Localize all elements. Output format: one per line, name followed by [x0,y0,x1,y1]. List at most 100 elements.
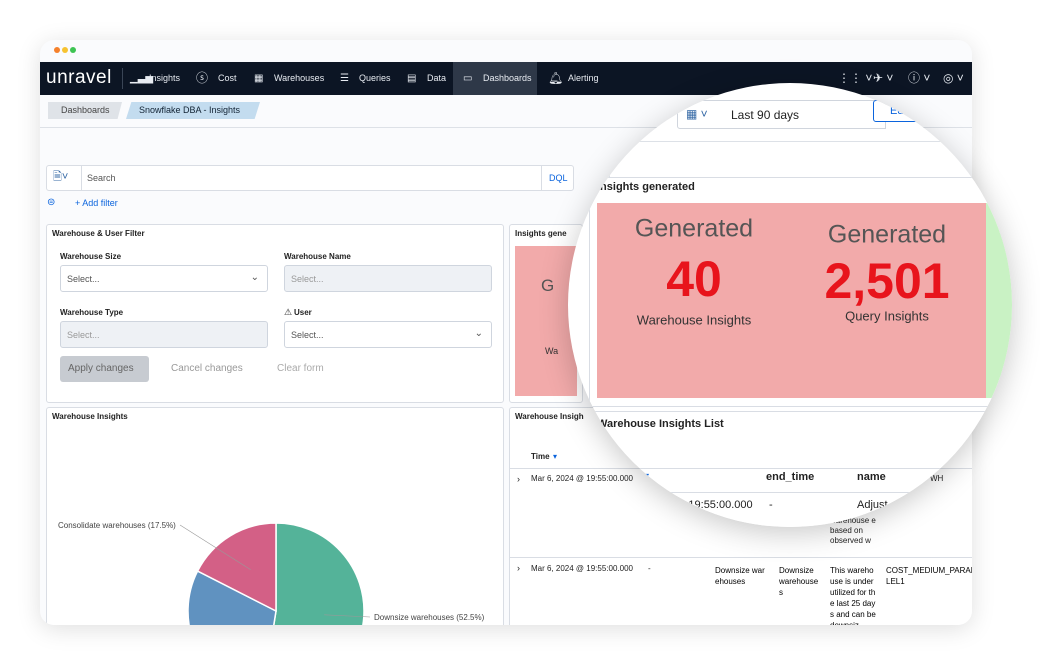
cancel-button[interactable]: Cancel changes [171,363,243,374]
select[interactable]: Select... [284,265,492,292]
cell: COST_MEDIUM_PARALLEL1 [886,566,972,586]
select[interactable]: Select... ⌄ [284,321,492,348]
divider [590,468,1000,469]
sort-icon: ▾ [644,471,650,482]
pie-panel: Warehouse Insights Downsize warehouses (… [46,407,504,625]
breadcrumb[interactable]: Dashboards [61,105,110,115]
calendar-icon: ▦ ˅ [686,107,708,121]
icon: ⓢ [196,71,209,85]
cell: Mar 6, 2024 @ 19:55:00.000 [531,564,633,573]
divider [568,141,1012,142]
magnifier: ▦ ˅ Last 90 days Edit a Insights generat… [568,83,1012,527]
icon: ▭ [463,73,473,84]
clear-button[interactable]: Clear form [277,363,324,374]
icon: ☰ [340,73,349,84]
time-range[interactable]: Last 90 days [721,100,886,129]
field-label: Warehouse Size [60,252,122,261]
cell: This warehouse is under utilized for the… [830,566,876,625]
brand: unravel [46,67,112,88]
insights-panel: Insights generated Generated 40 Warehouse … [589,177,1012,407]
field-label: Warehouse Type [60,308,124,317]
nav-item[interactable]: Alerting [568,73,599,83]
window-dot [62,47,68,53]
divider [40,127,972,128]
rocket-icon[interactable]: ✈ ˅ [873,71,894,85]
nav-item[interactable]: Insights [149,73,181,83]
metric-text: Generated [634,214,754,243]
apply-button[interactable]: Apply changes [60,356,149,382]
metric-heading: G [541,276,555,295]
column-header[interactable]: e [633,471,640,483]
search-bar: 🗎˅ Search DQL [46,165,574,191]
slice-label: Downsize warehouses (52.5%) [374,613,485,622]
panel-title: Warehouse Insights List [597,418,724,430]
query-menu[interactable]: 🗎˅ [53,171,69,183]
cell: - [648,564,651,573]
breadcrumb-bg [48,102,122,119]
pie-chart: Downsize warehouses (52.5%)nax clusters … [58,521,485,625]
user-icon[interactable]: ◎ ˅ [943,71,964,85]
nav-item[interactable]: Data [427,73,447,83]
help-icon[interactable]: ⓘ ˅ [908,71,931,85]
icon: ▁▃▅ [130,73,154,84]
cell: Mar 6, 2024 @ 19:55:00.000 [531,474,633,483]
nav-item[interactable]: Queries [359,73,391,83]
nav-item[interactable]: Dashboards [483,73,532,83]
icon: ▦ [254,73,264,84]
pie-slice [187,570,277,625]
placeholder: Select... [67,330,100,340]
warning-icon: ⚠ [284,307,293,317]
panel-title: Warehouse & User Filter [52,229,145,238]
select[interactable]: Select... [60,321,268,348]
placeholder: Select... [291,330,324,340]
metric-bg-next [986,203,1012,398]
metric-text: Generated [827,220,947,249]
panel-title: Insights gene [515,229,567,238]
date-button[interactable]: ▦ ˅ [677,100,723,129]
panel-title: Warehouse Insights [52,412,128,421]
window-dot [54,47,60,53]
nav-active [453,62,537,95]
leader-line [324,614,371,618]
select[interactable]: Select... ⌄ [60,265,268,292]
expand[interactable]: › [517,563,520,573]
column-header[interactable]: Time [531,452,550,461]
expand[interactable]: › [517,474,520,484]
divider [510,557,972,558]
pie-slice [273,522,365,625]
nav-bar: unravel ▁▃▅ Insights ⓢ Cost ▦ Warehouses… [40,62,972,95]
search-input[interactable]: Search [87,173,116,183]
button-label: Edit [890,105,909,117]
window-dot [70,47,76,53]
avatar-label: a [954,104,960,115]
metric-text: Warehouse Insights [636,312,752,328]
sort-icon: ▾ [553,452,558,461]
field-label: Warehouse Name [284,252,351,261]
icon: 🔔︎ [548,71,564,85]
nav-item[interactable]: Warehouses [274,73,325,83]
edit-button[interactable]: Edit [873,100,937,122]
breadcrumb-bg [126,102,260,119]
column-header[interactable]: end_time [766,471,815,483]
placeholder: Select... [291,274,324,284]
pie-slice [196,522,277,613]
apps-icon[interactable]: ⋮⋮ ˅ [838,71,873,85]
divider [81,166,82,190]
placeholder: Select... [67,274,100,284]
filter-panel: Warehouse & User Filter Warehouse Size S… [46,224,504,403]
nav-item[interactable]: Cost [218,73,237,83]
metric-bg [515,246,577,396]
metric-text: Query Insights [845,308,929,324]
language-toggle[interactable]: DQL [549,173,568,183]
button-label: Apply changes [68,363,134,374]
column-header[interactable]: name [857,471,886,483]
divider [541,166,542,190]
leader-line [179,524,251,570]
add-filter[interactable]: + Add filter [75,198,118,208]
metric-value: 40 [666,251,722,307]
panel-title: Warehouse Insigh [515,412,584,421]
divider [122,68,123,89]
slice-label: Consolidate warehouses (17.5%) [58,521,176,530]
cell: 1 @ 19:55:00.000 [665,499,753,511]
